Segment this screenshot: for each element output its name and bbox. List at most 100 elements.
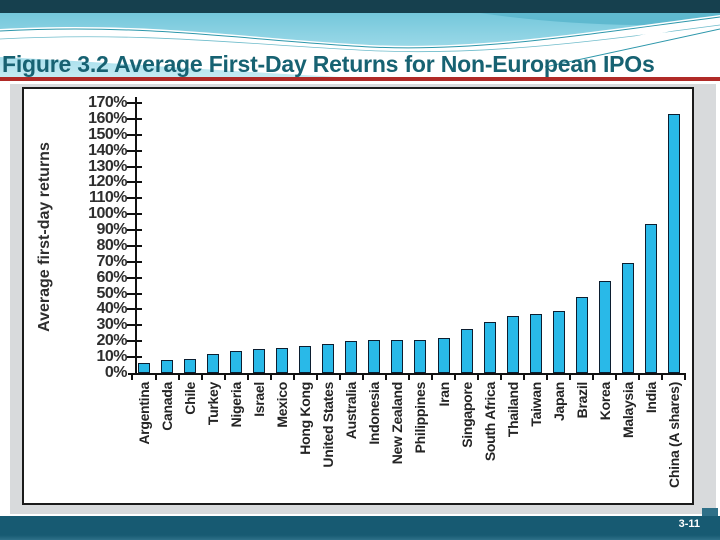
y-tick-label: 70% [96, 252, 127, 270]
x-tick [546, 373, 549, 380]
header-wave-line-1 [0, 16, 720, 49]
bar-India [644, 223, 657, 373]
x-tick [592, 373, 595, 380]
x-tick [292, 373, 295, 380]
x-tick [523, 373, 526, 380]
bar-United States [322, 344, 335, 373]
y-tick-label: 90% [96, 221, 127, 239]
y-tick [127, 276, 142, 279]
y-tick [127, 356, 142, 359]
y-tick-label: 120% [88, 173, 127, 191]
y-tick [127, 308, 142, 311]
footer-accent-square [702, 508, 718, 516]
y-tick-label: 60% [96, 268, 127, 286]
x-tick [454, 373, 457, 380]
x-label-China (A shares): China (A shares) [665, 382, 682, 488]
y-tick [127, 102, 142, 105]
x-label-Mexico: Mexico [274, 382, 291, 428]
bar-Taiwan [529, 314, 542, 373]
x-label-Israel: Israel [251, 382, 268, 417]
header-wave-white [0, 15, 720, 80]
y-tick [127, 197, 142, 200]
x-tick [200, 373, 203, 380]
x-tick [661, 373, 664, 380]
y-tick-label: 130% [88, 157, 127, 175]
x-tick [269, 373, 272, 380]
footer-band [0, 516, 720, 540]
x-label-Indonesia: Indonesia [366, 382, 383, 445]
x-label-Argentina: Argentina [136, 382, 152, 445]
x-label-Turkey: Turkey [205, 382, 222, 426]
bar-Philippines [414, 339, 427, 373]
bar-Korea [598, 280, 611, 373]
y-tick [127, 229, 142, 232]
bar-Australia [345, 341, 358, 373]
x-tick [131, 373, 134, 380]
x-tick [684, 373, 687, 380]
y-tick [127, 292, 142, 295]
y-tick-label: 150% [88, 125, 127, 143]
bar-Thailand [506, 315, 519, 373]
y-tick [127, 213, 142, 216]
bar-Israel [253, 349, 266, 373]
title-underline [0, 77, 720, 81]
x-label-India: India [642, 382, 659, 414]
x-label-Hong Kong: Hong Kong [297, 382, 314, 455]
bar-Argentina [138, 363, 150, 373]
x-label-Brazil: Brazil [573, 382, 590, 419]
x-tick [315, 373, 318, 380]
x-label-Australia: Australia [343, 382, 360, 440]
x-label-Singapore: Singapore [458, 382, 475, 448]
x-label-Korea: Korea [596, 382, 613, 421]
header-wave-corner [480, 13, 720, 25]
chart-panel: Average first-day returns 0% 10% 20% 30% 40%… [22, 87, 694, 505]
x-label-Nigeria: Nigeria [228, 382, 245, 428]
bar-Brazil [575, 296, 588, 373]
bar-South Africa [483, 322, 496, 373]
x-label-South Africa: South Africa [481, 382, 498, 462]
bar-Japan [552, 311, 565, 373]
x-tick [477, 373, 480, 380]
x-tick [431, 373, 433, 380]
x-tick [246, 373, 249, 380]
y-tick [127, 117, 142, 120]
y-tick-label: 140% [88, 141, 127, 159]
x-tick [500, 373, 503, 380]
y-tick [127, 149, 142, 152]
y-tick [127, 133, 142, 136]
x-label-Iran: Iran [435, 382, 452, 407]
y-tick-label: 160% [88, 109, 127, 127]
bar-Malaysia [621, 263, 634, 373]
y-tick-label: 20% [96, 332, 127, 350]
x-label-Malaysia: Malaysia [619, 382, 636, 438]
bar-Turkey [207, 353, 220, 373]
y-tick-label: 100% [88, 205, 127, 223]
bar-Chile [184, 358, 197, 373]
y-tick [127, 260, 142, 263]
x-tick [569, 373, 572, 380]
x-tick [338, 373, 341, 380]
x-tick [154, 373, 157, 380]
y-tick-label: 80% [96, 236, 127, 254]
y-tick [127, 244, 142, 247]
y-tick [127, 324, 142, 327]
y-tick-label: 40% [96, 300, 127, 318]
y-tick [127, 181, 142, 184]
bar-Nigeria [230, 350, 243, 373]
x-label-Canada: Canada [159, 382, 176, 431]
bar-Iran [437, 338, 450, 373]
page-number: 3-11 [678, 518, 700, 530]
y-tick [127, 340, 142, 343]
x-tick [407, 373, 410, 380]
x-label-Chile: Chile [182, 382, 199, 415]
bar-Singapore [460, 328, 473, 373]
x-label-United States: United States [320, 382, 337, 468]
x-label-Japan: Japan [550, 382, 567, 421]
y-tick-label: 0% [104, 364, 128, 381]
bar-Hong Kong [299, 346, 312, 373]
x-tick [615, 373, 618, 380]
bar-Mexico [276, 347, 289, 373]
x-tick [223, 373, 226, 380]
x-axis-line [128, 373, 686, 375]
